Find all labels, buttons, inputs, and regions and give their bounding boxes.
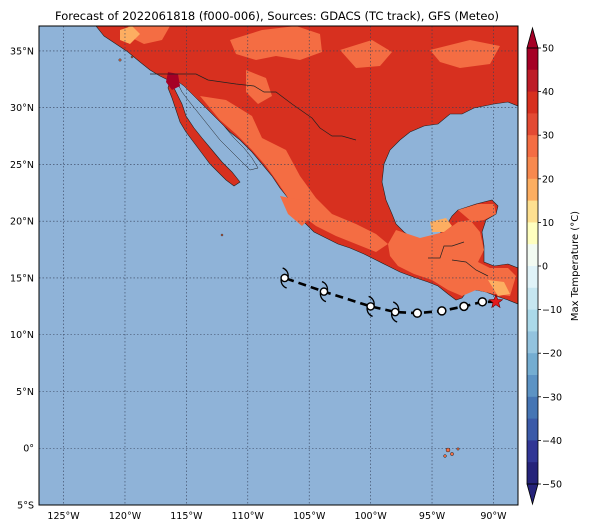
latitude-tick-label: 15°N xyxy=(10,273,34,284)
colorbar-tick-label: 20 xyxy=(542,174,554,185)
latitude-tick-label: 5°N xyxy=(16,387,34,398)
colorbar-segment xyxy=(527,135,538,158)
storm-center xyxy=(390,307,400,317)
track-point-storm xyxy=(280,267,289,289)
colorbar-segment xyxy=(527,462,538,485)
colorbar-extend-top xyxy=(526,26,539,49)
track-point-low xyxy=(437,306,447,316)
storm-center xyxy=(319,287,329,296)
graticule xyxy=(39,26,518,505)
current-position-star xyxy=(488,293,504,309)
colorbar-segment xyxy=(527,48,538,71)
colorbar-extend-bottom xyxy=(526,483,539,506)
map-panel[interactable] xyxy=(39,26,518,505)
latitude-tick-label: 25°N xyxy=(10,160,34,171)
colorbar-label: Max Temperature (°C) xyxy=(570,211,581,321)
latitude-tick-label: 20°N xyxy=(10,217,34,228)
latitude-tick-label: 0° xyxy=(23,444,34,455)
colorbar-segment xyxy=(527,287,538,310)
longitude-tick-label: 105°W xyxy=(293,511,326,522)
colorbar-segment xyxy=(527,375,538,398)
map-frame xyxy=(38,25,519,506)
latitude-tick-label: 10°N xyxy=(10,330,34,341)
colorbar-segment xyxy=(527,222,538,245)
colorbar-segment xyxy=(527,353,538,376)
track-point-low xyxy=(459,301,469,312)
map-title: Forecast of 2022061818 (f000-006), Sourc… xyxy=(55,9,499,23)
track-point-low xyxy=(412,308,423,318)
colorbar-tick-label: −40 xyxy=(542,436,562,447)
track-point-storm xyxy=(366,295,375,317)
colorbar-segment xyxy=(527,331,538,354)
storm-arm-upper xyxy=(321,280,329,291)
colorbar-tick-label: 10 xyxy=(542,218,554,229)
storm-arm-upper xyxy=(392,301,400,312)
longitude-tick-label: 90°W xyxy=(480,511,507,522)
track-point-low xyxy=(477,297,488,307)
storm-arm-lower xyxy=(366,307,373,317)
landmass-baja-california xyxy=(167,79,241,187)
colorbar-tick-label: −30 xyxy=(542,392,562,403)
latitude-labels: 35°N 30°N 25°N 20°N 15°N 10°N 5°N 0° 5°S xyxy=(10,46,34,511)
colorbar-segment xyxy=(527,418,538,441)
storm-arm-lower xyxy=(280,278,287,289)
latitude-tick-label: 30°N xyxy=(10,103,34,114)
longitude-tick-label: 120°W xyxy=(109,511,142,522)
colorbar-segment xyxy=(527,157,538,180)
colorbar: 50 40 30 20 10 0 −10 −20 −30 −40 −50 xyxy=(526,26,562,506)
islands xyxy=(118,55,460,458)
storm-arm-upper xyxy=(368,295,375,306)
colorbar-segment xyxy=(527,244,538,267)
latitude-tick-label: 35°N xyxy=(10,46,34,57)
latitude-tick-label: 5°S xyxy=(17,501,34,512)
longitude-labels: 125°W 120°W 115°W 110°W 105°W 100°W 95°W 90°W xyxy=(47,511,507,522)
country-borders xyxy=(150,73,489,277)
colorbar-segment xyxy=(527,440,538,463)
storm-center xyxy=(366,302,375,311)
colorbar-segment xyxy=(527,113,538,136)
track-point-storm xyxy=(390,301,400,323)
longitude-tick-label: 110°W xyxy=(232,511,265,522)
colorbar-segment xyxy=(527,69,538,92)
storm-center xyxy=(280,273,289,283)
colorbar-tick-label: −50 xyxy=(542,480,562,491)
track-point-storm xyxy=(319,280,329,303)
colorbar-segment xyxy=(527,200,538,223)
colorbar-segment xyxy=(527,178,538,201)
longitude-tick-label: 125°W xyxy=(47,511,80,522)
colorbar-tick-label: 40 xyxy=(542,87,554,98)
storm-track xyxy=(280,267,504,323)
colorbar-segment xyxy=(527,309,538,332)
colorbar-segment xyxy=(527,396,538,419)
colorbar-tick-label: 50 xyxy=(542,44,554,55)
gulf-of-california xyxy=(175,79,259,171)
colorbar-segment xyxy=(527,266,538,289)
longitude-tick-label: 115°W xyxy=(170,511,203,522)
longitude-tick-label: 95°W xyxy=(419,511,446,522)
longitude-tick-label: 100°W xyxy=(354,511,387,522)
temperature-zones-orange xyxy=(128,26,516,296)
storm-arm-lower xyxy=(319,292,327,303)
storm-arm-lower xyxy=(390,312,398,323)
colorbar-tick-label: −20 xyxy=(542,349,562,360)
colorbar-tick-label: 0 xyxy=(542,262,548,273)
storm-arm-upper xyxy=(282,267,289,278)
colorbar-segment xyxy=(527,91,538,114)
colorbar-tick-label: 30 xyxy=(542,131,554,142)
temperature-zone-extreme xyxy=(166,72,180,90)
colorbar-tick-label: −10 xyxy=(542,305,562,316)
